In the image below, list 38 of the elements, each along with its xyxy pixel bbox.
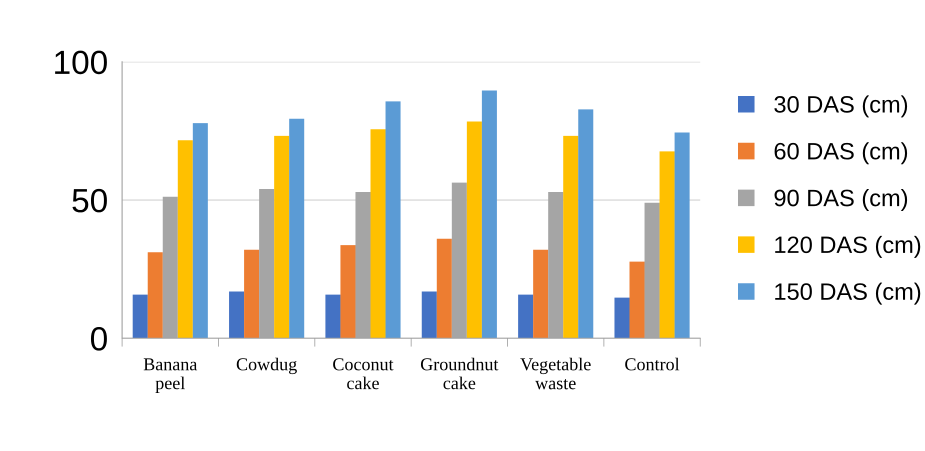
x-tick-label: Banana peel [144, 358, 198, 393]
bar [533, 250, 548, 338]
bar [518, 294, 534, 338]
legend-label: 60 DAS (cm) [774, 142, 908, 164]
bar [660, 151, 675, 338]
bar [563, 136, 578, 338]
legend-label: 30 DAS (cm) [774, 95, 908, 118]
bar [422, 292, 437, 338]
bar [229, 292, 244, 338]
x-tick-label: Coconut cake [333, 358, 394, 390]
bar [132, 294, 148, 338]
bar [630, 262, 645, 338]
legend-label: 120 DAS (cm) [775, 236, 920, 258]
x-tick-label: Vegetable waste [520, 358, 591, 390]
bar [370, 129, 386, 338]
bar [578, 109, 594, 338]
bar [148, 252, 163, 338]
bar [386, 101, 401, 338]
bar [340, 245, 356, 338]
bar [482, 90, 497, 338]
bar [274, 136, 290, 338]
bar [325, 294, 340, 338]
bar [192, 123, 208, 338]
bar [466, 122, 482, 338]
legend-label: 150 DAS (cm) [775, 282, 920, 305]
y-tick-label: 50 [72, 188, 107, 212]
bar [674, 132, 690, 338]
x-tick-label: Control [625, 358, 680, 370]
y-tick-label: 100 [55, 50, 107, 74]
bar [614, 298, 630, 338]
bar [289, 118, 304, 338]
y-tick-label: 0 [90, 327, 107, 351]
bar [178, 140, 193, 338]
legend-label: 90 DAS (cm) [774, 189, 908, 212]
bar [436, 238, 452, 338]
x-tick-label: Groundnut cake [420, 358, 498, 390]
x-tick-label: Cowdug [236, 358, 297, 374]
bar [244, 250, 260, 338]
